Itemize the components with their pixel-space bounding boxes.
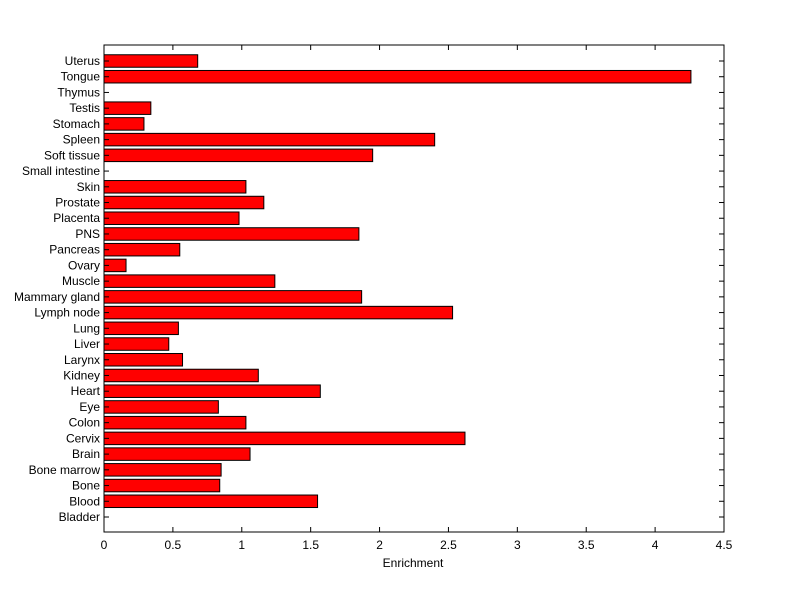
bar [103,431,466,446]
x-tick-label: 2 [376,538,383,552]
bar [103,415,247,430]
y-tick-label: Uterus [65,54,100,68]
bar [103,69,692,84]
y-tick-label: Bladder [59,510,100,524]
y-tick-label: Testis [69,101,100,115]
bar [103,447,251,461]
y-tick-label: Heart [71,384,101,398]
y-tick-label: Blood [69,494,100,508]
bar [103,54,199,68]
y-tick-label: Cervix [66,431,100,445]
bar [103,353,184,367]
bar [103,101,152,115]
x-tick-label: 2.5 [440,538,457,552]
y-tick-label: Placenta [53,211,100,225]
bar [103,305,454,320]
y-tick-label: Spleen [63,133,100,147]
bar [103,180,247,194]
bar [103,290,363,304]
bar [103,242,181,257]
x-tick-label: 4 [652,538,659,552]
bar [103,274,276,288]
ticks-layer [103,45,725,532]
y-tick-label: Lymph node [34,306,100,320]
bar [103,494,319,509]
x-tick-label: 0.5 [165,538,182,552]
y-tick-label: Colon [69,416,100,430]
bar [103,148,374,163]
y-tick-label: Brain [72,447,100,461]
bar [103,400,219,414]
y-tick-label: Thymus [57,85,100,99]
bar [103,337,170,351]
y-tick-label: Kidney [63,368,100,382]
y-tick-label: Lung [73,321,100,335]
bar [103,132,436,147]
y-tick-label: Ovary [68,258,100,272]
bar [103,368,259,383]
y-tick-label: Tongue [61,70,101,84]
y-tick-label: Small intestine [22,164,100,178]
plot-frame [103,44,725,533]
bar [103,321,179,336]
y-tick-label: Prostate [55,196,100,210]
x-tick-label: 4.5 [716,538,733,552]
y-tick-label: Liver [74,337,100,351]
bar [103,117,145,131]
bar [103,227,360,241]
x-tick-label: 3.5 [578,538,595,552]
y-tick-label: Soft tissue [44,148,100,162]
y-tick-label: Skin [77,180,100,194]
y-tick-label: Larynx [64,353,100,367]
y-tick-label: Pancreas [49,243,100,257]
x-tick-label: 1.5 [302,538,319,552]
x-axis-title: Enrichment [383,556,444,570]
x-tick-label: 3 [514,538,521,552]
bar [103,463,222,477]
bar [103,195,265,210]
y-tick-label: Stomach [53,117,100,131]
x-tick-label: 0 [101,538,108,552]
bar [103,211,240,225]
y-tick-label: Bone marrow [29,463,101,477]
y-tick-label: Muscle [62,274,100,288]
bar [103,384,321,398]
y-tick-label: Eye [79,400,100,414]
y-tick-label: PNS [75,227,100,241]
bar [103,478,221,493]
y-tick-label: Bone [72,479,100,493]
x-tick-label: 1 [238,538,245,552]
y-tick-label: Mammary gland [14,290,100,304]
